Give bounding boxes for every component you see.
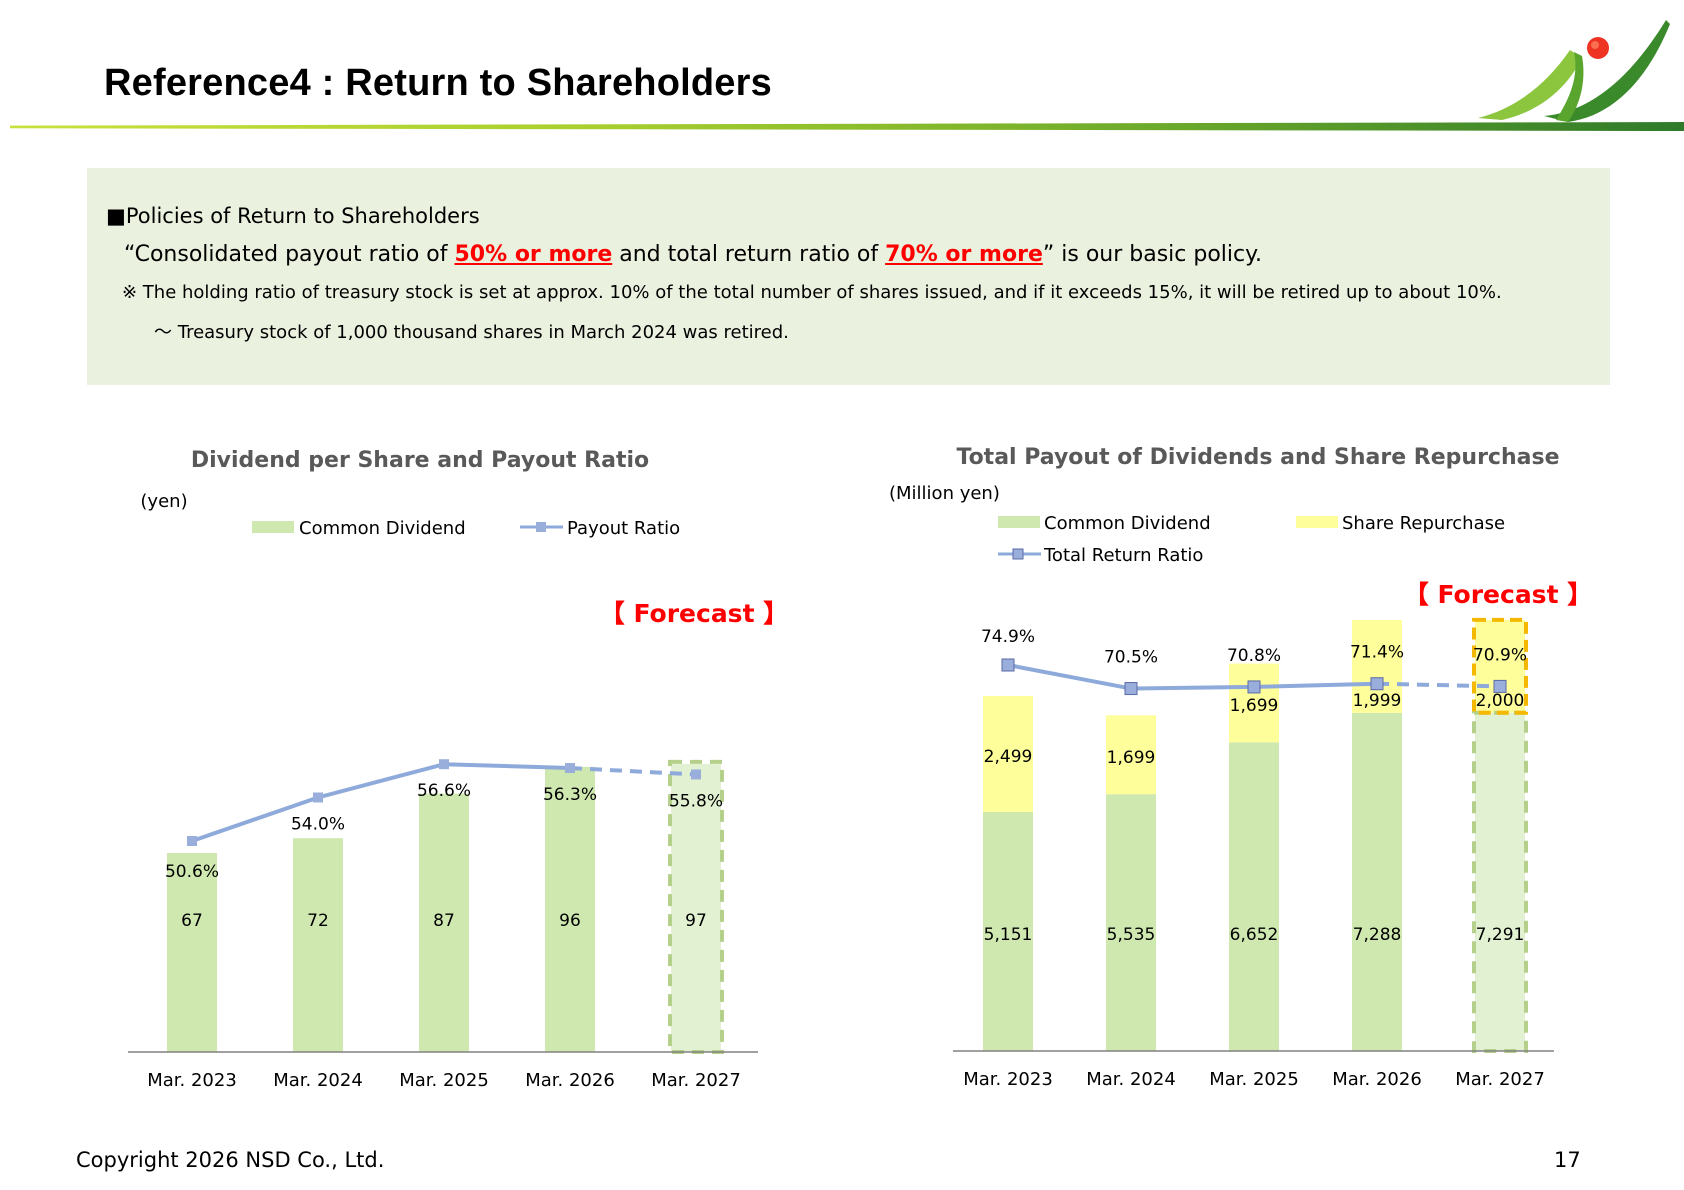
chart2-legend-repurchase-label: Share Repurchase	[1342, 513, 1505, 534]
chart1-bar-label: 67	[181, 911, 203, 931]
chart2-ratio-label: 74.9%	[981, 627, 1035, 647]
return-ratio-highlight: 70% or more	[885, 242, 1043, 267]
chart1-bar-dividend	[167, 853, 217, 1052]
chart2-x-tick-label: Mar. 2025	[1209, 1069, 1299, 1090]
chart2-ratio-marker	[1493, 679, 1507, 693]
chart1-y-unit: (yen)	[140, 491, 187, 512]
chart2-legend-ratio-label: Total Return Ratio	[1043, 545, 1203, 566]
chart2-bar-dividend	[1475, 712, 1525, 1051]
chart1-ratio-label: 56.3%	[543, 785, 597, 805]
chart2-dividend-label: 5,535	[1107, 925, 1156, 945]
chart2-bar-dividend	[1229, 742, 1279, 1051]
chart2-title: Total Payout of Dividends and Share Repu…	[956, 445, 1559, 470]
chart1-bar-label: 96	[559, 911, 581, 931]
payout-ratio-highlight: 50% or more	[454, 242, 613, 267]
chart2-forecast-box-repurchase	[1472, 617, 1528, 715]
chart2-x-tick-label: Mar. 2023	[963, 1069, 1053, 1090]
chart2-repurchase-label: 2,000	[1476, 691, 1525, 711]
header-divider	[10, 122, 1684, 131]
chart2-ratio-line-forecast	[1376, 681, 1501, 689]
chart2-bar-repurchase	[1229, 663, 1279, 743]
page-number: 17	[1554, 1148, 1581, 1172]
chart1-x-tick-label: Mar. 2027	[651, 1070, 741, 1091]
chart2-legend-ratio-marker	[1012, 548, 1024, 560]
chart1-bar-label: 72	[307, 911, 329, 931]
chart2-bar-repurchase	[1106, 715, 1156, 795]
policy-statement-prefix: “Consolidated payout ratio of	[124, 242, 455, 267]
chart1-ratio-label: 55.8%	[669, 791, 723, 811]
chart1-bar-dividend	[545, 766, 595, 1052]
chart2-repurchase-label: 2,499	[984, 747, 1033, 767]
chart1-ratio-label: 56.6%	[417, 781, 471, 801]
chart1-legend-dividend-label: Common Dividend	[299, 518, 466, 539]
chart2-y-unit: (Million yen)	[889, 483, 1000, 504]
chart2-bar-dividend	[1352, 712, 1402, 1051]
policy-note-treasury-retired: ～ Treasury stock of 1,000 thousand share…	[154, 322, 789, 343]
chart2-bar-dividend	[983, 811, 1033, 1051]
chart1-forecast-label: 【 Forecast 】	[600, 599, 788, 628]
chart1-x-tick-label: Mar. 2026	[525, 1070, 615, 1091]
policy-box	[87, 168, 1610, 385]
policy-statement-middle: and total return ratio of	[612, 242, 886, 267]
chart1-x-tick-label: Mar. 2025	[399, 1070, 489, 1091]
chart1-legend-ratio-label: Payout Ratio	[567, 518, 680, 539]
policy-heading: ■Policies of Return to Shareholders	[106, 204, 480, 228]
chart2-dividend-label: 7,291	[1476, 925, 1525, 945]
chart2-ratio-marker	[1370, 677, 1384, 691]
chart2-bar-repurchase	[983, 696, 1033, 812]
company-logo	[1478, 20, 1670, 122]
chart2-bar-repurchase	[1352, 620, 1402, 713]
bullet-icon: ■	[106, 204, 126, 228]
chart1-title: Dividend per Share and Payout Ratio	[191, 448, 649, 473]
chart2-ratio-label: 70.5%	[1104, 648, 1158, 668]
chart1-legend-ratio-marker	[536, 522, 546, 532]
chart2-ratio-line	[1007, 663, 1378, 691]
chart2-repurchase-label: 1,699	[1107, 748, 1156, 768]
chart1-legend-dividend-swatch	[252, 521, 294, 533]
policy-statement: “Consolidated payout ratio of 50% or mor…	[124, 242, 1262, 267]
chart2-x-tick-label: Mar. 2026	[1332, 1069, 1422, 1090]
chart1-x-tick-label: Mar. 2023	[147, 1070, 237, 1091]
chart2-legend-dividend-label: Common Dividend	[1044, 513, 1211, 534]
chart2-ratio-marker	[1124, 682, 1138, 696]
chart1-ratio-line	[191, 762, 571, 843]
chart2-repurchase-label: 1,999	[1353, 691, 1402, 711]
chart2-bar-repurchase	[1475, 619, 1525, 713]
chart1-bar-label: 87	[433, 911, 455, 931]
footer-copyright: Copyright 2026 NSD Co., Ltd.	[76, 1148, 385, 1172]
chart2-dividend-label: 6,652	[1230, 925, 1279, 945]
chart2-ratio-label: 71.4%	[1350, 643, 1404, 663]
policy-heading-text: Policies of Return to Shareholders	[125, 204, 480, 228]
policy-statement-suffix: ” is our basic policy.	[1042, 242, 1262, 267]
chart2-legend-dividend-swatch	[998, 516, 1040, 528]
chart2-legend-repurchase-swatch	[1296, 516, 1338, 528]
page-title: Reference4 : Return to Shareholders	[104, 62, 772, 104]
chart1-ratio-marker	[565, 763, 575, 774]
chart1-ratio-marker	[439, 759, 449, 770]
chart2-dividend-label: 7,288	[1353, 925, 1402, 945]
chart1-bar-dividend	[419, 793, 469, 1052]
chart2-repurchase-label: 1,699	[1230, 696, 1279, 716]
chart2-ratio-marker	[1247, 680, 1261, 694]
chart2-dividend-label: 5,151	[984, 925, 1033, 945]
chart1-ratio-marker	[313, 792, 323, 803]
chart1-bar-dividend	[671, 763, 721, 1052]
chart2-ratio-marker	[1001, 658, 1015, 672]
policy-note-treasury-ratio: ※ The holding ratio of treasury stock is…	[122, 282, 1502, 303]
chart1-bar-dividend	[293, 838, 343, 1052]
chart1-ratio-marker	[691, 769, 701, 780]
chart2-forecast-label: 【 Forecast 】	[1404, 580, 1592, 609]
chart2-ratio-label: 70.9%	[1473, 645, 1527, 665]
chart1-ratio-marker	[187, 836, 197, 846]
chart2-bar-dividend	[1106, 794, 1156, 1051]
chart2-ratio-label: 70.8%	[1227, 646, 1281, 666]
chart2-x-tick-label: Mar. 2024	[1086, 1069, 1176, 1090]
chart1-bar-label: 97	[685, 911, 707, 931]
chart1-x-tick-label: Mar. 2024	[273, 1070, 363, 1091]
chart1-ratio-label: 50.6%	[165, 862, 219, 882]
chart2-x-tick-label: Mar. 2027	[1455, 1069, 1545, 1090]
chart1-ratio-label: 54.0%	[291, 814, 345, 834]
chart1-ratio-line-forecast	[569, 766, 697, 777]
